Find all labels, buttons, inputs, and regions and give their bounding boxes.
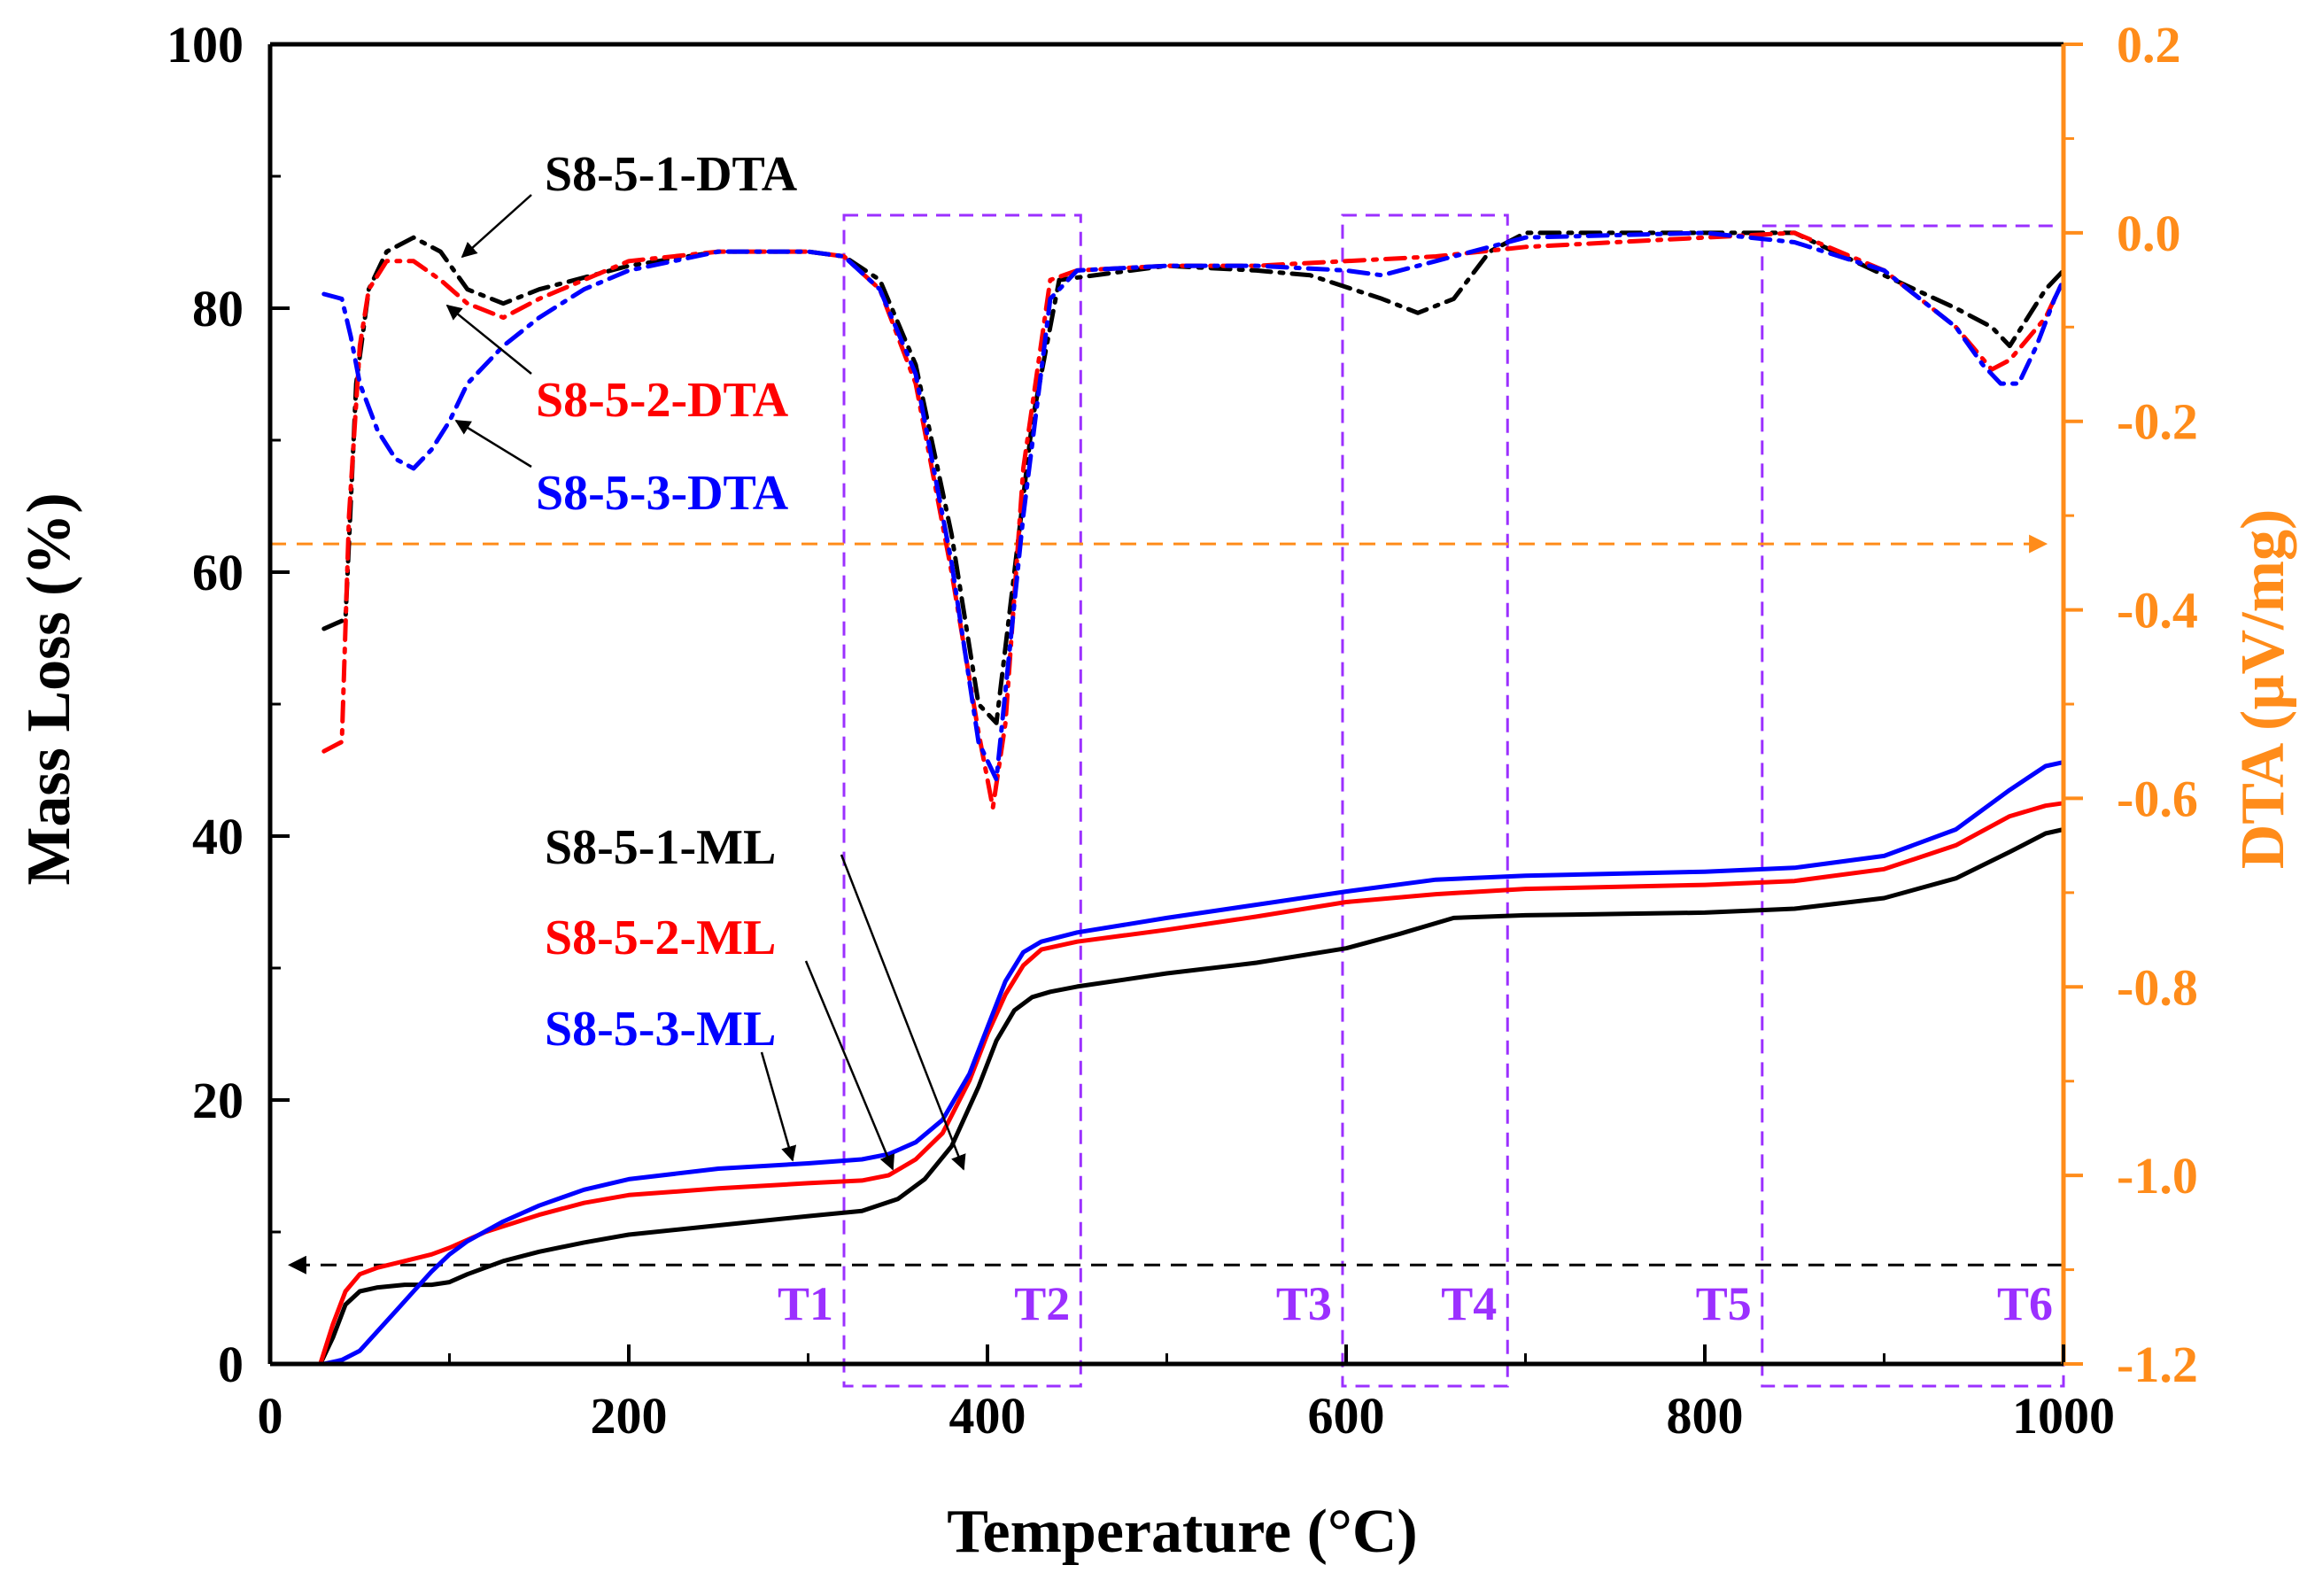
axes: 0 200 400 600 800 1000 0 20 40 60 80 100 -1.2 -1.0 -0.…: [166, 16, 2198, 1445]
series-line-s8-5-1-ml: [318, 827, 2066, 1367]
y-axis-title-left: Mass Loss (%): [15, 492, 83, 885]
series-label: S8-5-3-ML: [545, 1002, 776, 1057]
x-tick-label: 800: [1667, 1387, 1744, 1445]
series-label: S8-5-3-DTA: [536, 466, 789, 521]
x-axis-title: Temperature (°C): [947, 1498, 1418, 1566]
zone-box: [1761, 224, 2065, 1388]
y-right-tick-label: -1.0: [2117, 1147, 2198, 1205]
y-right-tick-label: 0.2: [2117, 16, 2181, 74]
series-label: S8-5-2-DTA: [536, 373, 789, 428]
y-right-tick-label: -1.2: [2117, 1336, 2198, 1393]
x-tick-label: 600: [1308, 1387, 1385, 1445]
label-pointer-arrow: [445, 304, 532, 375]
label-pointer-arrow: [760, 1051, 797, 1162]
label-pointer-arrow: [804, 960, 895, 1171]
x-tick-label: 1000: [2012, 1387, 2115, 1445]
y-left-tick-label: 100: [166, 16, 244, 74]
label-pointer-arrow: [840, 854, 966, 1171]
y-axis-title-right: DTA (µV/mg): [2229, 509, 2297, 870]
y-left-tick-label: 0: [218, 1336, 244, 1393]
zone-label: T2: [1014, 1277, 1070, 1330]
x-tick-label: 0: [258, 1387, 283, 1445]
axis-indicators: [270, 534, 2063, 1274]
temperature-zones: T1 T2 T3 T4 T5 T6: [778, 213, 2065, 1388]
zone-label: T1: [778, 1277, 833, 1330]
x-tick-label: 400: [949, 1387, 1026, 1445]
label-pointer-arrow: [454, 419, 532, 469]
series-labels: S8-5-1-DTA S8-5-2-DTA S8-5-3-DTA S8-5-1-ML S…: [445, 147, 966, 1171]
y-left-tick-label: 60: [192, 544, 244, 601]
series-line-s8-5-3-dta: [321, 230, 2066, 782]
zone-box: [842, 213, 1082, 1388]
series-label: S8-5-1-DTA: [545, 147, 798, 202]
y-right-tick-label: -0.6: [2117, 770, 2198, 827]
label-pointer-arrow: [461, 194, 532, 259]
zone-label: T5: [1696, 1277, 1752, 1330]
series-line-s8-5-2-ml: [318, 801, 2066, 1367]
y-left-tick-label: 80: [192, 280, 244, 337]
y-left-tick-label: 20: [192, 1072, 244, 1129]
zone-box: [1341, 213, 1509, 1388]
zone-label: T6: [1997, 1277, 2053, 1330]
y-right-tick-label: -0.8: [2117, 958, 2198, 1016]
series-label: S8-5-1-ML: [545, 820, 776, 875]
series-label: S8-5-2-ML: [545, 910, 776, 965]
zone-label: T4: [1441, 1277, 1497, 1330]
y-right-tick-label: -0.4: [2117, 582, 2198, 639]
y-left-tick-label: 40: [192, 808, 244, 865]
data-series: [318, 230, 2066, 1367]
x-tick-label: 200: [591, 1387, 668, 1445]
y-right-tick-label: -0.2: [2117, 393, 2198, 451]
y-right-tick-label: 0.0: [2117, 205, 2181, 262]
series-line-s8-5-3-ml: [321, 760, 2066, 1367]
zone-label: T3: [1276, 1277, 1332, 1330]
